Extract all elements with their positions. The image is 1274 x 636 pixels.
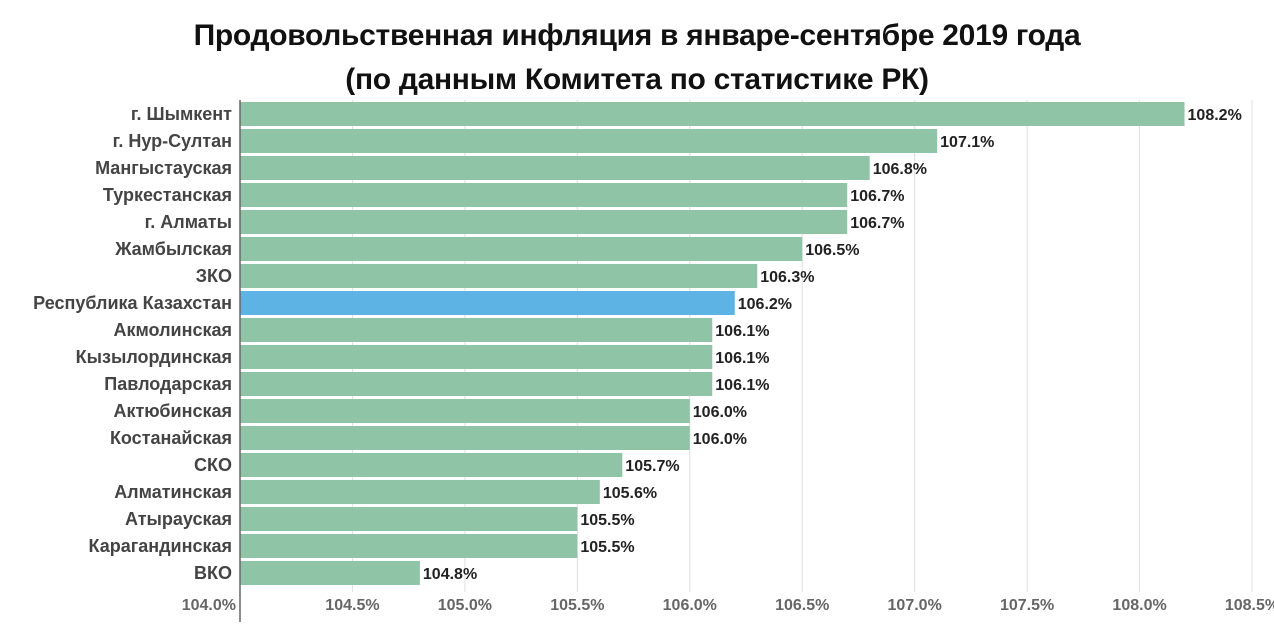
bar bbox=[240, 345, 713, 369]
x-tick-label: 105.0% bbox=[438, 597, 492, 614]
category-label: г. Нур-Султан bbox=[113, 131, 232, 151]
value-label: 106.0% bbox=[693, 431, 747, 448]
value-label: 106.1% bbox=[715, 377, 769, 394]
value-label: 107.1% bbox=[940, 134, 994, 151]
bar bbox=[240, 426, 690, 450]
category-label: Республика Казахстан bbox=[33, 293, 232, 313]
value-label: 105.5% bbox=[580, 539, 634, 556]
bar bbox=[240, 399, 690, 423]
value-label: 106.1% bbox=[715, 350, 769, 367]
chart-title-line: Продовольственная инфляция в январе-сент… bbox=[193, 19, 1081, 52]
bar bbox=[240, 561, 420, 585]
category-label: Павлодарская bbox=[104, 374, 232, 394]
category-label: Кызылординская bbox=[76, 347, 232, 367]
bar bbox=[240, 183, 848, 207]
category-label: Акмолинская bbox=[113, 320, 232, 340]
bar bbox=[240, 372, 713, 396]
bar bbox=[240, 210, 848, 234]
category-label: ЗКО bbox=[196, 266, 232, 286]
x-tick-label: 107.5% bbox=[1000, 597, 1054, 614]
bar bbox=[240, 453, 623, 477]
bar bbox=[240, 291, 735, 315]
value-label: 104.8% bbox=[423, 566, 477, 583]
value-label: 105.7% bbox=[625, 458, 679, 475]
bar bbox=[240, 507, 578, 531]
value-label: 106.1% bbox=[715, 323, 769, 340]
category-label: СКО bbox=[194, 455, 232, 475]
category-label: г. Шымкент bbox=[131, 104, 232, 124]
value-label: 106.2% bbox=[738, 296, 792, 313]
value-label: 106.7% bbox=[850, 215, 904, 232]
category-label: Актюбинская bbox=[113, 401, 232, 421]
x-tick-label: 106.5% bbox=[775, 597, 829, 614]
bar bbox=[240, 102, 1185, 126]
bar bbox=[240, 534, 578, 558]
x-tick-label: 107.0% bbox=[888, 597, 942, 614]
x-tick-label: 105.5% bbox=[550, 597, 604, 614]
category-label: Костанайская bbox=[110, 428, 232, 448]
x-tick-label: 108.5% bbox=[1225, 597, 1274, 614]
value-label: 105.5% bbox=[580, 512, 634, 529]
x-tick-label: 104.5% bbox=[325, 597, 379, 614]
bar bbox=[240, 237, 803, 261]
value-label: 106.7% bbox=[850, 188, 904, 205]
x-tick-label: 104.0% bbox=[182, 597, 236, 614]
value-label: 108.2% bbox=[1188, 107, 1242, 124]
category-label: Жамбылская bbox=[114, 239, 232, 259]
category-label: Карагандинская bbox=[89, 536, 233, 556]
bar bbox=[240, 264, 758, 288]
bar bbox=[240, 480, 600, 504]
bar bbox=[240, 156, 870, 180]
bar bbox=[240, 129, 938, 153]
value-label: 105.6% bbox=[603, 485, 657, 502]
value-label: 106.3% bbox=[760, 269, 814, 286]
category-label: Атырауская bbox=[125, 509, 232, 529]
value-label: 106.5% bbox=[805, 242, 859, 259]
category-label: ВКО bbox=[194, 563, 232, 583]
value-label: 106.8% bbox=[873, 161, 927, 178]
x-tick-label: 108.0% bbox=[1112, 597, 1166, 614]
category-label: Алматинская bbox=[114, 482, 232, 502]
x-tick-label: 106.0% bbox=[663, 597, 717, 614]
category-label: г. Алматы bbox=[145, 212, 232, 232]
value-label: 106.0% bbox=[693, 404, 747, 421]
bar bbox=[240, 318, 713, 342]
chart-subtitle-line: (по данным Комитета по статистике РК) bbox=[345, 63, 929, 96]
chart-title: Продовольственная инфляция в январе-сент… bbox=[0, 14, 1274, 102]
category-label: Мангыстауская bbox=[95, 158, 232, 178]
category-label: Туркестанская bbox=[103, 185, 232, 205]
